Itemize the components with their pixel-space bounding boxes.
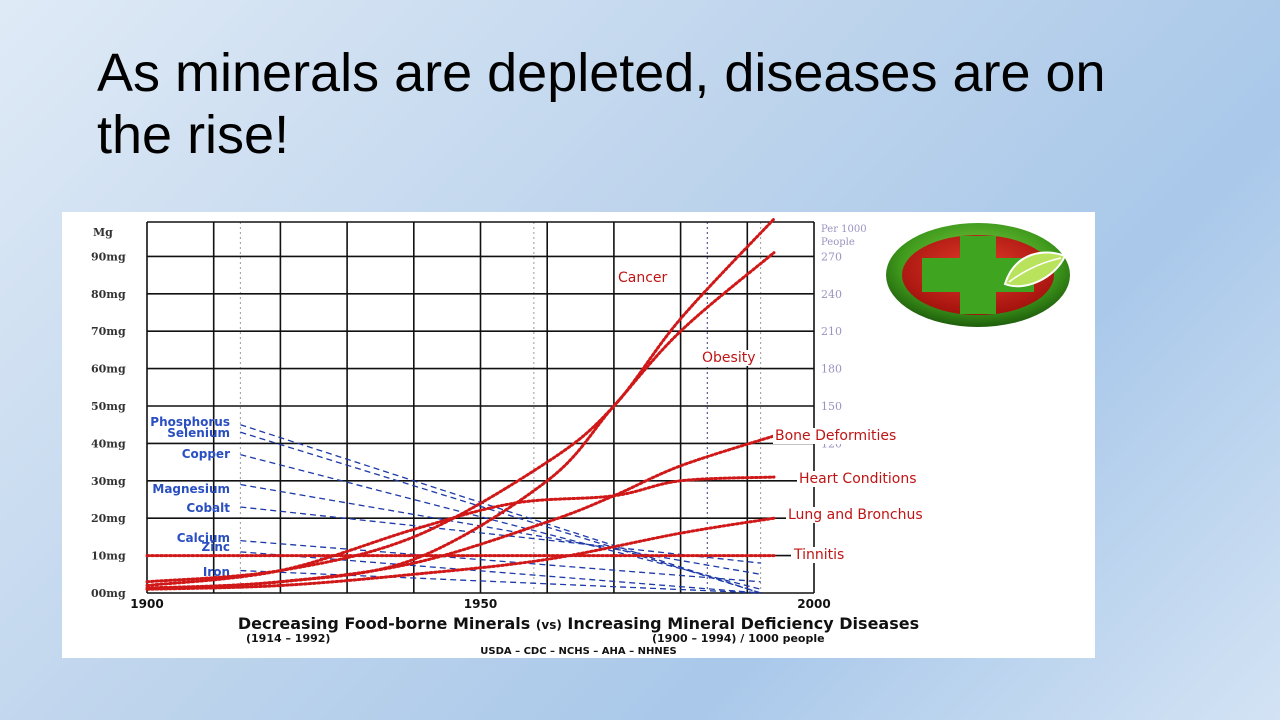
mineral-series-line	[240, 569, 761, 594]
y-left-tick-label: 00mg	[91, 587, 126, 600]
caption-sources: USDA – CDC – NCHS – AHA – NHNES	[480, 646, 677, 657]
disease-series-label: Bone Deformities	[775, 428, 896, 444]
chart-panel: 00mg 10mg 20mg 30mg 40mg 50mg 60mg 70mg 80mg 90mg…	[62, 212, 1095, 658]
mineral-series-label: Copper	[182, 447, 230, 461]
y-right-tick-label: 180	[821, 363, 842, 376]
mineral-series-line	[240, 424, 761, 594]
mineral-series-label: Zinc	[202, 540, 230, 554]
disease-series-label: Heart Conditions	[799, 471, 917, 487]
mineral-series-line	[240, 539, 761, 583]
y-right-tick-label: 150	[821, 400, 842, 413]
medical-cross-leaf-icon	[886, 223, 1070, 327]
y-left-tick-label: 30mg	[91, 475, 126, 488]
y-right-axis-label: People	[821, 237, 855, 248]
disease-label-background	[786, 507, 925, 523]
mineral-series-label: Phosphorus	[150, 415, 230, 429]
y-left-tick-label: 10mg	[91, 550, 126, 563]
chart-svg: 00mg 10mg 20mg 30mg 40mg 50mg 60mg 70mg 80mg 90mg…	[91, 217, 925, 611]
caption-vs: (vs)	[535, 618, 562, 632]
caption-right: Increasing Mineral Deficiency Diseases	[567, 614, 920, 633]
disease-label-background	[791, 547, 847, 563]
mineral-series-label: Magnesium	[152, 482, 230, 496]
disease-series-line	[145, 434, 776, 591]
x-tick-label: 1950	[464, 597, 497, 611]
y-right-tick-label: 270	[821, 250, 842, 263]
mineral-series-line	[240, 551, 761, 594]
disease-label-background	[773, 428, 899, 444]
mineral-series-label: Iron	[203, 565, 230, 579]
disease-series-line	[145, 516, 776, 591]
y-left-tick-label: 70mg	[91, 325, 126, 338]
x-tick-label: 1900	[130, 597, 163, 611]
y-left-tick-label: 40mg	[91, 437, 126, 450]
chart-caption: Decreasing Food-borne Minerals (vs) Incr…	[62, 614, 1095, 633]
caption-left: Decreasing Food-borne Minerals	[237, 614, 531, 633]
y-right-tick-label: 240	[821, 288, 842, 301]
mineral-series-line	[240, 506, 761, 564]
disease-series-line	[145, 475, 776, 588]
mineral-series-label: Cobalt	[186, 501, 230, 515]
mineral-series-label: Selenium	[167, 426, 230, 440]
y-left-tick-label: 20mg	[91, 512, 126, 525]
y-left-axis-label: Mg	[93, 226, 113, 239]
mineral-series-line	[240, 483, 761, 575]
disease-series-label: Cancer	[618, 270, 668, 286]
slide-title: As minerals are depleted, diseases are o…	[97, 43, 1106, 165]
x-tick-label: 2000	[797, 597, 830, 611]
y-right-axis-label: Per 1000	[821, 224, 867, 235]
disease-series-label: Tinnitis	[793, 547, 844, 563]
disease-label-background	[700, 350, 758, 366]
y-left-tick-label: 60mg	[91, 363, 126, 376]
disease-label-background	[616, 270, 670, 286]
disease-label-background	[797, 471, 919, 487]
disease-series-label: Obesity	[702, 350, 755, 366]
y-left-tick-label: 50mg	[91, 400, 126, 413]
caption-left-range: (1914 – 1992)	[246, 632, 331, 645]
mineral-series-label: Calcium	[177, 531, 230, 545]
disease-series-label: Lung and Bronchus	[788, 507, 923, 523]
y-left-tick-label: 80mg	[91, 288, 126, 301]
y-left-tick-label: 90mg	[91, 250, 126, 263]
y-right-tick-label: 210	[821, 325, 842, 338]
caption-right-range: (1900 – 1994) / 1000 people	[652, 632, 825, 645]
